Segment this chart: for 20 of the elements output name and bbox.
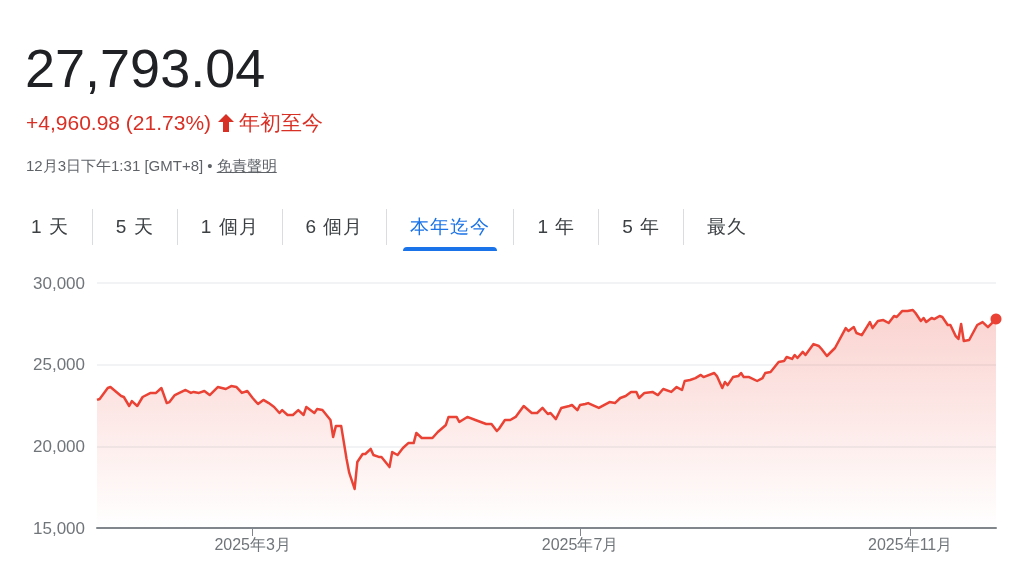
text: 本年迄今 <box>386 209 514 245</box>
y-tick-label: 25,000 <box>33 355 85 375</box>
y-tick-label: 15,000 <box>33 518 85 538</box>
chart-title: 27,793.04 <box>25 37 266 100</box>
y-tick-label: 30,000 <box>33 273 85 293</box>
chart-subtitle: +4,960.98 (21.73%) <box>26 111 212 135</box>
x-tick-label: 2025年11月 <box>868 535 953 553</box>
text: 6 個月 <box>281 209 387 245</box>
y-tick-label: 20,000 <box>33 436 85 456</box>
text: 最久 <box>683 209 771 245</box>
text: 1 個月 <box>176 209 282 245</box>
text: 年初至今 <box>239 110 324 136</box>
text: 1 天 <box>31 215 69 239</box>
text: 5 年 <box>598 209 684 245</box>
text: 免責聲明 <box>216 157 277 174</box>
text: 5 天 <box>91 209 177 245</box>
text: 1 年 <box>513 209 599 245</box>
x-tick-label: 2025年7月 <box>541 535 619 553</box>
text: 12月3日下午1:31 [GMT+8] • <box>26 157 214 174</box>
x-tick-label: 2025年3月 <box>214 535 291 553</box>
